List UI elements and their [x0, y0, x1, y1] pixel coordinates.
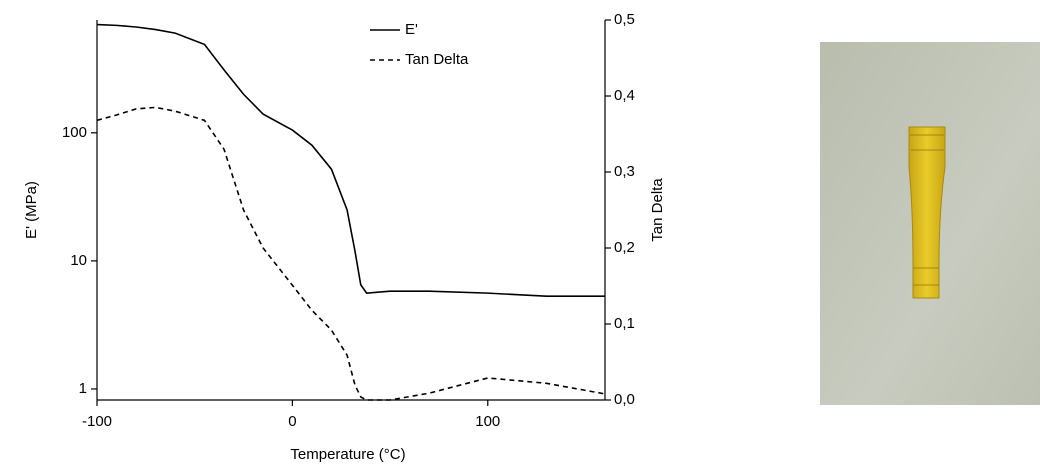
y-tick-label: 10: [70, 252, 87, 269]
x-tick-label: 100: [475, 413, 500, 430]
x-tick-label: 0: [288, 413, 296, 430]
x-tick-label: -100: [82, 413, 112, 430]
y2-tick-label: 0,0: [614, 391, 635, 408]
data-line: [96, 106, 606, 401]
legend-label: Tan Delta: [405, 51, 469, 68]
x-axis-label: Temperature (°C): [290, 446, 405, 463]
legend-label: E': [405, 21, 418, 38]
specimen-photo: [820, 42, 1040, 405]
y2-axis-label: Tan Delta: [649, 178, 666, 242]
y2-tick-label: 0,1: [614, 315, 635, 332]
y-tick-label: 100: [62, 124, 87, 141]
y2-tick-label: 0,3: [614, 163, 635, 180]
y2-tick-label: 0,5: [614, 11, 635, 28]
y-axis-label: E' (MPa): [23, 181, 40, 239]
y2-tick-label: 0,4: [614, 87, 635, 104]
y-tick-label: 1: [79, 380, 87, 397]
data-line: [96, 23, 605, 297]
y2-tick-label: 0,2: [614, 239, 635, 256]
